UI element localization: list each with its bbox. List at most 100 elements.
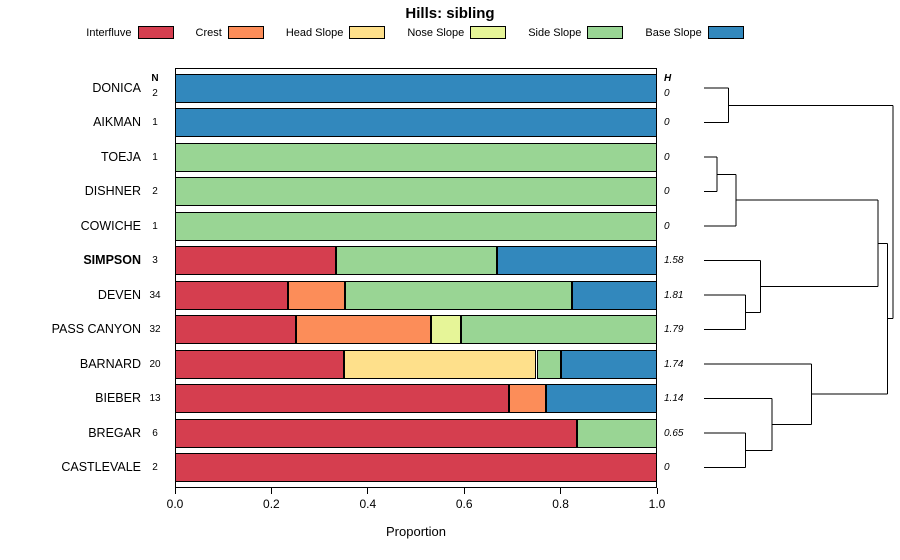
- stacked-bar: [175, 246, 657, 275]
- row-h-value: 1.58: [664, 255, 684, 266]
- row-n-value: 2: [152, 87, 158, 99]
- bar-segment-crest: [288, 280, 346, 310]
- axis-tick-mark: [270, 487, 272, 494]
- bar-segment-base-slope: [560, 349, 657, 379]
- row-label: DONICA: [92, 80, 141, 95]
- legend-item-side-slope: Side Slope: [528, 26, 624, 39]
- row-label: COWICHE: [80, 218, 141, 233]
- axis-tick-label: 0.6: [455, 496, 473, 511]
- legend-label: Interfluve: [86, 26, 132, 39]
- stacked-bar: [175, 418, 657, 448]
- row-h-value: 1.14: [664, 393, 684, 404]
- row-label: CASTLEVALE: [61, 460, 141, 474]
- row-h-value: 0: [664, 151, 670, 163]
- row-label: TOEJA: [100, 149, 141, 164]
- legend-item-interfluve: Interfluve: [86, 26, 174, 39]
- row-label: PASS CANYON: [51, 322, 141, 336]
- bar-segment-side-slope: [175, 211, 657, 241]
- row-label: BIEBER: [95, 391, 141, 405]
- row-n-value: 1: [152, 117, 158, 128]
- stacked-bar: [175, 315, 657, 344]
- legend-label: Side Slope: [528, 26, 582, 39]
- n-column-header: N: [151, 72, 159, 84]
- bar-segment-crest: [508, 384, 546, 413]
- row-h-value: 0: [664, 462, 670, 473]
- bar-segment-interfluve: [175, 349, 344, 379]
- row-h-value: 0: [664, 220, 670, 232]
- bar-segment-side-slope: [345, 280, 573, 310]
- row-n-value: 1: [152, 220, 158, 232]
- row-label: SIMPSON: [83, 253, 141, 267]
- axis-tick-mark: [463, 487, 465, 494]
- row-h-value: 1.74: [664, 358, 684, 370]
- chart-title: Hills: sibling: [405, 5, 495, 22]
- bar-segment-interfluve: [175, 315, 296, 344]
- bar-segment-interfluve: [175, 384, 509, 413]
- bar-segment-side-slope: [461, 315, 657, 344]
- legend-swatch-interfluve: [137, 26, 174, 39]
- row-n-value: 2: [152, 462, 158, 473]
- stacked-bar: [175, 211, 657, 241]
- axis-tick-label: 1.0: [648, 496, 666, 511]
- stacked-bar: [175, 177, 657, 206]
- legend-item-nose-slope: Nose Slope: [407, 26, 507, 39]
- stacked-bar: [175, 453, 657, 482]
- legend-swatch-crest: [227, 26, 264, 39]
- row-n-value: 13: [149, 393, 161, 404]
- row-n-value: 1: [152, 151, 158, 163]
- bar-segment-side-slope: [175, 142, 657, 172]
- legend-swatch-head-slope: [349, 26, 386, 39]
- axis-tick-label: 0.2: [263, 496, 280, 511]
- stacked-bar: [175, 280, 657, 310]
- bar-segment-base-slope: [572, 280, 657, 310]
- bar-segment-crest: [295, 315, 431, 344]
- stacked-bar: [175, 384, 657, 413]
- row-label: DISHNER: [84, 184, 141, 198]
- legend-swatch-nose-slope: [470, 26, 507, 39]
- row-n-value: 32: [149, 324, 161, 335]
- axis-tick-label: 0.8: [552, 496, 569, 511]
- bar-segment-base-slope: [175, 73, 657, 103]
- row-n-value: 3: [152, 255, 158, 266]
- stacked-bar: [175, 142, 657, 172]
- legend: Interfluve Crest Head Slope Nose Slope Side …: [0, 26, 830, 39]
- bar-segment-interfluve: [175, 246, 336, 275]
- legend-item-base-slope: Base Slope: [645, 26, 744, 39]
- row-h-value: 0: [664, 117, 670, 128]
- row-label: BARNARD: [79, 356, 141, 371]
- row-n-value: 34: [149, 289, 161, 301]
- bar-segment-side-slope: [175, 177, 657, 206]
- stacked-bar: [175, 108, 657, 137]
- row-h-value: 1.81: [664, 289, 684, 301]
- row-h-value: 0: [664, 186, 670, 197]
- plot-panel: [175, 68, 657, 488]
- axis-tick-label: 0.4: [359, 496, 377, 511]
- bar-segment-side-slope: [536, 349, 561, 379]
- bar-segment-base-slope: [496, 246, 657, 275]
- axis-tick-mark: [656, 487, 658, 494]
- axis-tick-mark: [367, 487, 369, 494]
- legend-label: Nose Slope: [407, 26, 465, 39]
- legend-label: Crest: [195, 26, 222, 39]
- axis-tick-mark: [560, 487, 562, 494]
- bar-segment-interfluve: [175, 418, 577, 448]
- row-h-value: 1.79: [664, 324, 684, 335]
- row-h-value: 0: [664, 87, 670, 99]
- axis-tick-mark: [174, 487, 176, 494]
- bar-segment-interfluve: [175, 453, 657, 482]
- legend-item-crest: Crest: [196, 26, 264, 39]
- row-n-value: 6: [152, 427, 158, 439]
- row-label: DEVEN: [97, 287, 141, 302]
- row-h-value: 0.65: [664, 427, 684, 439]
- legend-swatch-base-slope: [707, 26, 744, 39]
- row-label: AIKMAN: [93, 115, 141, 129]
- stacked-bar: [175, 349, 657, 379]
- legend-item-head-slope: Head Slope: [286, 26, 386, 39]
- x-axis-label: Proportion: [386, 523, 446, 539]
- stacked-bar: [175, 73, 657, 103]
- h-column-header: H: [664, 72, 672, 84]
- legend-label: Head Slope: [285, 26, 344, 39]
- bar-segment-base-slope: [545, 384, 657, 413]
- row-n-value: 2: [152, 186, 158, 197]
